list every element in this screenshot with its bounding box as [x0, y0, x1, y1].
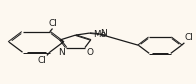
Text: Cl: Cl — [48, 19, 57, 28]
Text: N: N — [100, 29, 107, 38]
Text: N: N — [58, 48, 65, 57]
Text: Cl: Cl — [185, 33, 194, 42]
Text: Me: Me — [93, 30, 106, 39]
Text: O: O — [86, 48, 93, 57]
Text: Cl: Cl — [37, 56, 46, 65]
